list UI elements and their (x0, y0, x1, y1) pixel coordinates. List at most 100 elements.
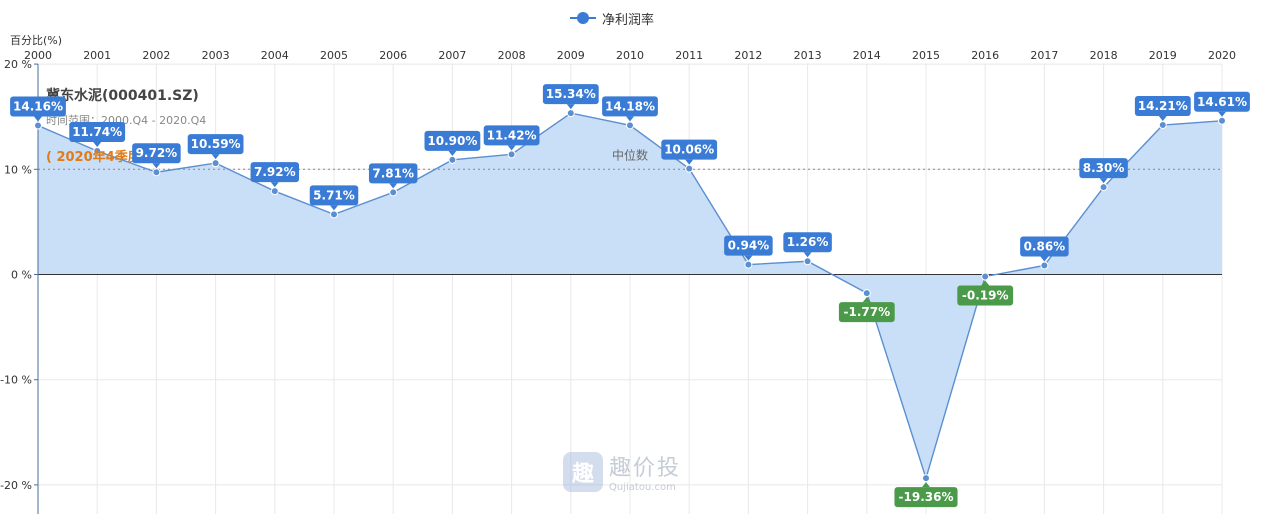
x-tick-label: 2014 (853, 49, 881, 62)
data-point (862, 289, 871, 298)
y-axis-title: 百分比(%) (10, 34, 62, 47)
data-label-group: 14.16% (10, 96, 66, 122)
data-label-pointer (862, 297, 871, 303)
data-label-pointer (566, 104, 575, 110)
data-label: 9.72% (136, 146, 178, 160)
quarter-label: ( 2020年4季度 ) (46, 149, 151, 165)
x-tick-label: 2020 (1208, 49, 1236, 62)
data-point (1099, 183, 1108, 192)
series-area (38, 113, 1222, 479)
x-tick-label: 2013 (794, 49, 822, 62)
data-point (330, 210, 338, 219)
data-label-pointer (211, 154, 220, 160)
data-point (507, 150, 516, 159)
data-label-box (602, 96, 658, 117)
data-label-box (1079, 158, 1128, 179)
data-label: 14.16% (13, 100, 63, 114)
data-label-group: -1.77% (838, 297, 895, 323)
data-point (1158, 121, 1167, 130)
x-tick-label: 2008 (498, 49, 526, 62)
data-label-pointer (330, 205, 338, 211)
x-tick-label: 2007 (438, 49, 466, 62)
y-tick-label: -20 % (0, 479, 32, 492)
data-label: 7.81% (372, 166, 414, 180)
data-label-box (187, 134, 244, 155)
data-label-pointer (93, 141, 102, 147)
data-label-pointer (448, 150, 457, 156)
data-label-box (783, 232, 832, 253)
data-label-group: 9.72% (132, 143, 181, 169)
data-label-pointer (981, 280, 990, 286)
x-tick-label: 2005 (320, 49, 348, 62)
data-label-pointer (1158, 116, 1167, 122)
data-label-box (542, 84, 599, 105)
data-label-pointer (626, 116, 634, 122)
data-label-pointer (389, 183, 398, 189)
data-label-box (661, 139, 718, 160)
data-point (152, 168, 161, 177)
data-label-pointer (1099, 178, 1108, 184)
data-label-group: 0.86% (1020, 236, 1069, 262)
legend-marker-icon (570, 11, 596, 25)
x-tick-label: 2001 (83, 49, 111, 62)
data-label: -0.19% (962, 288, 1009, 302)
data-point (626, 121, 634, 130)
x-tick-label: 2011 (675, 49, 703, 62)
data-label-box (250, 162, 300, 183)
data-point (389, 188, 398, 197)
data-label-box (957, 285, 1014, 306)
data-point (448, 155, 457, 164)
data-point (211, 159, 220, 168)
median-label: 中位数 (612, 147, 648, 162)
data-label-group: 14.61% (1194, 91, 1250, 117)
data-label-pointer (1040, 256, 1049, 262)
data-label: 15.34% (546, 87, 596, 101)
data-label: -1.77% (843, 305, 890, 319)
data-point (1040, 261, 1049, 270)
data-label: 8.30% (1083, 161, 1125, 175)
watermark-logo-icon: 趣 (563, 451, 603, 492)
legend[interactable]: 净利润率 (570, 8, 654, 28)
data-label-pointer (270, 182, 279, 188)
data-label-group: 11.42% (483, 125, 540, 151)
x-tick-label: 2017 (1030, 49, 1058, 62)
data-label-pointer (152, 163, 161, 169)
data-point (93, 146, 102, 155)
data-point (744, 260, 753, 269)
data-label-box (309, 185, 359, 206)
x-tick-label: 2002 (142, 49, 170, 62)
data-label-box (424, 130, 481, 151)
data-label-group: 8.30% (1079, 158, 1128, 184)
data-label: -19.36% (899, 490, 954, 504)
data-label-group: 10.06% (661, 139, 718, 165)
data-label-box (483, 125, 540, 146)
data-label-pointer (744, 255, 753, 261)
x-tick-label: 2018 (1090, 49, 1118, 62)
data-label-box (838, 302, 895, 323)
data-label-box (1194, 91, 1250, 112)
data-label-group: 14.21% (1134, 96, 1191, 122)
data-label: 0.86% (1024, 239, 1066, 253)
data-label-pointer (685, 159, 694, 165)
data-label-group: 1.26% (783, 232, 832, 258)
data-label-group: -0.19% (957, 280, 1014, 306)
data-label-box (10, 96, 66, 117)
x-tick-label: 2016 (971, 49, 999, 62)
data-point (566, 109, 575, 118)
data-label: 7.92% (254, 165, 296, 179)
data-label-group: 11.74% (69, 121, 126, 147)
watermark-text: 趣价投 (609, 456, 682, 481)
data-label-box (894, 487, 958, 508)
x-tick-label: 2004 (261, 49, 289, 62)
data-point (270, 187, 279, 196)
x-tick-label: 2015 (912, 49, 940, 62)
data-label-pointer (34, 116, 42, 122)
data-label: 10.90% (427, 134, 477, 148)
legend-label: 净利润率 (602, 12, 655, 28)
data-label-box (132, 143, 181, 164)
data-label: 14.18% (605, 99, 655, 113)
data-label-box (368, 163, 418, 184)
data-label-pointer (507, 145, 516, 151)
data-label-pointer (922, 482, 930, 488)
